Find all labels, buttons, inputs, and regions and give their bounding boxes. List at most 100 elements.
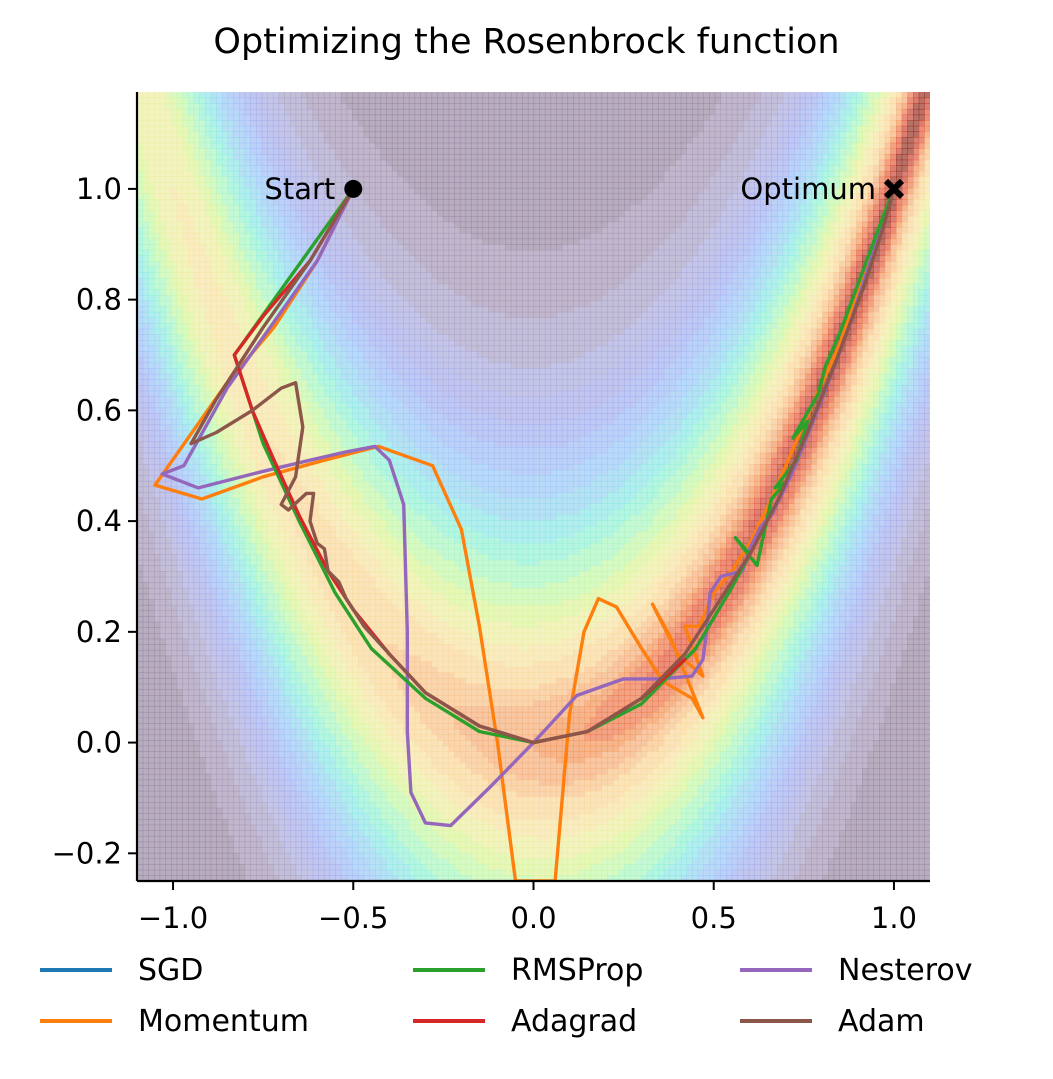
contour-cell [278,666,285,674]
contour-cell [137,345,144,352]
contour-cell [176,661,183,668]
contour-cell [204,362,212,369]
contour-cell [210,289,217,296]
contour-cell [216,785,223,792]
contour-cell [199,768,206,775]
contour-cell [238,182,246,189]
contour-cell [278,492,285,499]
contour-cell [159,435,166,443]
contour-cell [238,131,246,138]
contour-cell [250,227,257,234]
contour-cell [278,700,285,707]
contour-cell [165,103,172,110]
contour-cell [153,773,161,781]
contour-cell [312,176,319,183]
contour-cell [250,311,257,319]
contour-cell [244,176,251,183]
contour-cell [216,689,223,696]
contour-cell [244,571,251,578]
contour-cell [176,593,183,600]
contour-cell [210,554,217,561]
contour-cell [238,176,246,183]
contour-cell [199,328,206,335]
contour-cell [284,858,291,865]
contour-cell [170,401,178,409]
contour-cell [261,137,268,144]
contour-cell [233,323,240,330]
contour-cell [165,520,172,527]
contour-cell [295,875,302,881]
contour-cell [193,869,200,876]
contour-cell [153,447,161,454]
contour-cell [318,728,325,736]
contour-cell [142,306,149,313]
contour-cell [284,864,291,871]
contour-cell [238,430,246,437]
contour-cell [318,745,325,752]
contour-cell [301,221,308,228]
contour-cell [227,317,234,324]
contour-cell [233,390,240,397]
contour-cell [165,120,172,127]
contour-cell [233,125,240,133]
contour-cell [272,638,280,645]
contour-cell [193,368,200,375]
contour-cell [210,238,217,245]
contour-cell [176,717,183,724]
contour-cell [187,565,195,572]
contour-cell [159,751,166,758]
contour-cell [323,339,331,347]
contour-cell [204,672,212,679]
contour-cell [306,204,314,211]
contour-cell [329,182,336,189]
contour-cell [221,277,229,285]
contour-cell [301,170,308,178]
contour-cell [261,728,268,736]
contour-cell [227,153,234,161]
contour-cell [204,272,212,279]
contour-cell [255,678,263,685]
contour-cell [210,604,217,612]
contour-cell [142,773,149,781]
contour-cell [148,159,155,166]
contour-cell [193,266,200,273]
contour-cell [199,176,206,183]
contour-cell [238,114,246,121]
contour-cell [227,565,234,572]
contour-cell [267,582,274,589]
contour-cell [159,334,166,341]
contour-cell [278,215,285,223]
contour-cell [142,345,149,352]
contour-cell [165,170,172,178]
contour-cell [250,148,257,155]
contour-cell [261,339,268,347]
contour-cell [176,869,183,876]
contour-cell [250,244,257,251]
contour-cell [199,159,206,166]
contour-cell [289,210,297,217]
contour-cell [284,768,291,775]
contour-cell [204,745,212,752]
contour-cell [199,599,206,606]
contour-cell [182,830,189,837]
contour-cell [193,92,200,99]
contour-cell [182,401,189,409]
contour-cell [255,187,263,195]
contour-cell [182,227,189,234]
contour-cell [301,390,308,397]
contour-cell [187,266,195,273]
contour-cell [267,193,274,200]
contour-cell [170,469,178,476]
contour-cell [233,463,240,471]
contour-cell [148,757,155,764]
contour-cell [306,159,314,166]
contour-cell [233,227,240,234]
contour-cell [182,103,189,110]
contour-cell [159,339,166,347]
contour-cell [221,396,229,403]
contour-cell [210,199,217,206]
contour-cell [278,621,285,628]
contour-cell [142,655,149,662]
contour-cell [255,683,263,690]
contour-cell [148,599,155,606]
